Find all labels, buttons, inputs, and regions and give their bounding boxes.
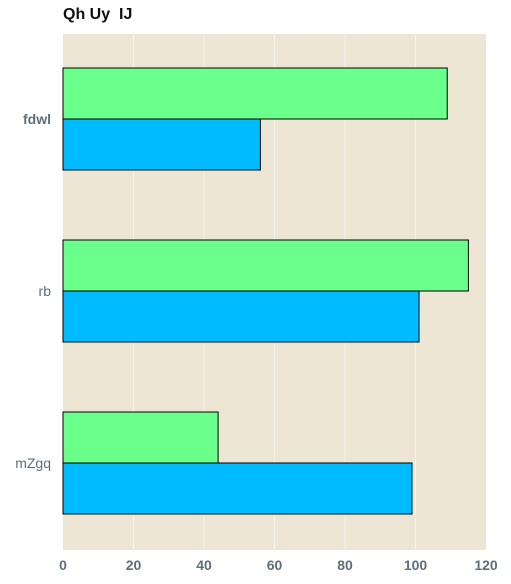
y-tick-label: fdwl [23,111,51,127]
bar-mZgq-series-2 [62,462,413,515]
x-tick-label: 80 [337,557,353,573]
x-tick-label: 120 [474,557,498,573]
x-tick-label: 0 [59,557,67,573]
x-tick-label: 20 [126,557,142,573]
bar-fdwl-series-2 [62,118,261,171]
bar-rb-series-2 [62,290,420,343]
x-axis-ticks: 0 20 40 60 80 100 120 [59,557,498,573]
bar-mZgq-series-1 [62,411,219,464]
bars [62,67,469,515]
chart-title: Qh Uy IJ [63,6,133,23]
x-tick-label: 100 [404,557,428,573]
y-tick-label: rb [39,283,52,299]
y-axis-ticks: fdwl rb mZgq [15,111,51,471]
y-tick-label: mZgq [15,455,51,471]
x-tick-label: 60 [267,557,283,573]
bar-rb-series-1 [62,239,469,292]
x-tick-label: 40 [196,557,212,573]
bar-fdwl-series-1 [62,67,448,120]
